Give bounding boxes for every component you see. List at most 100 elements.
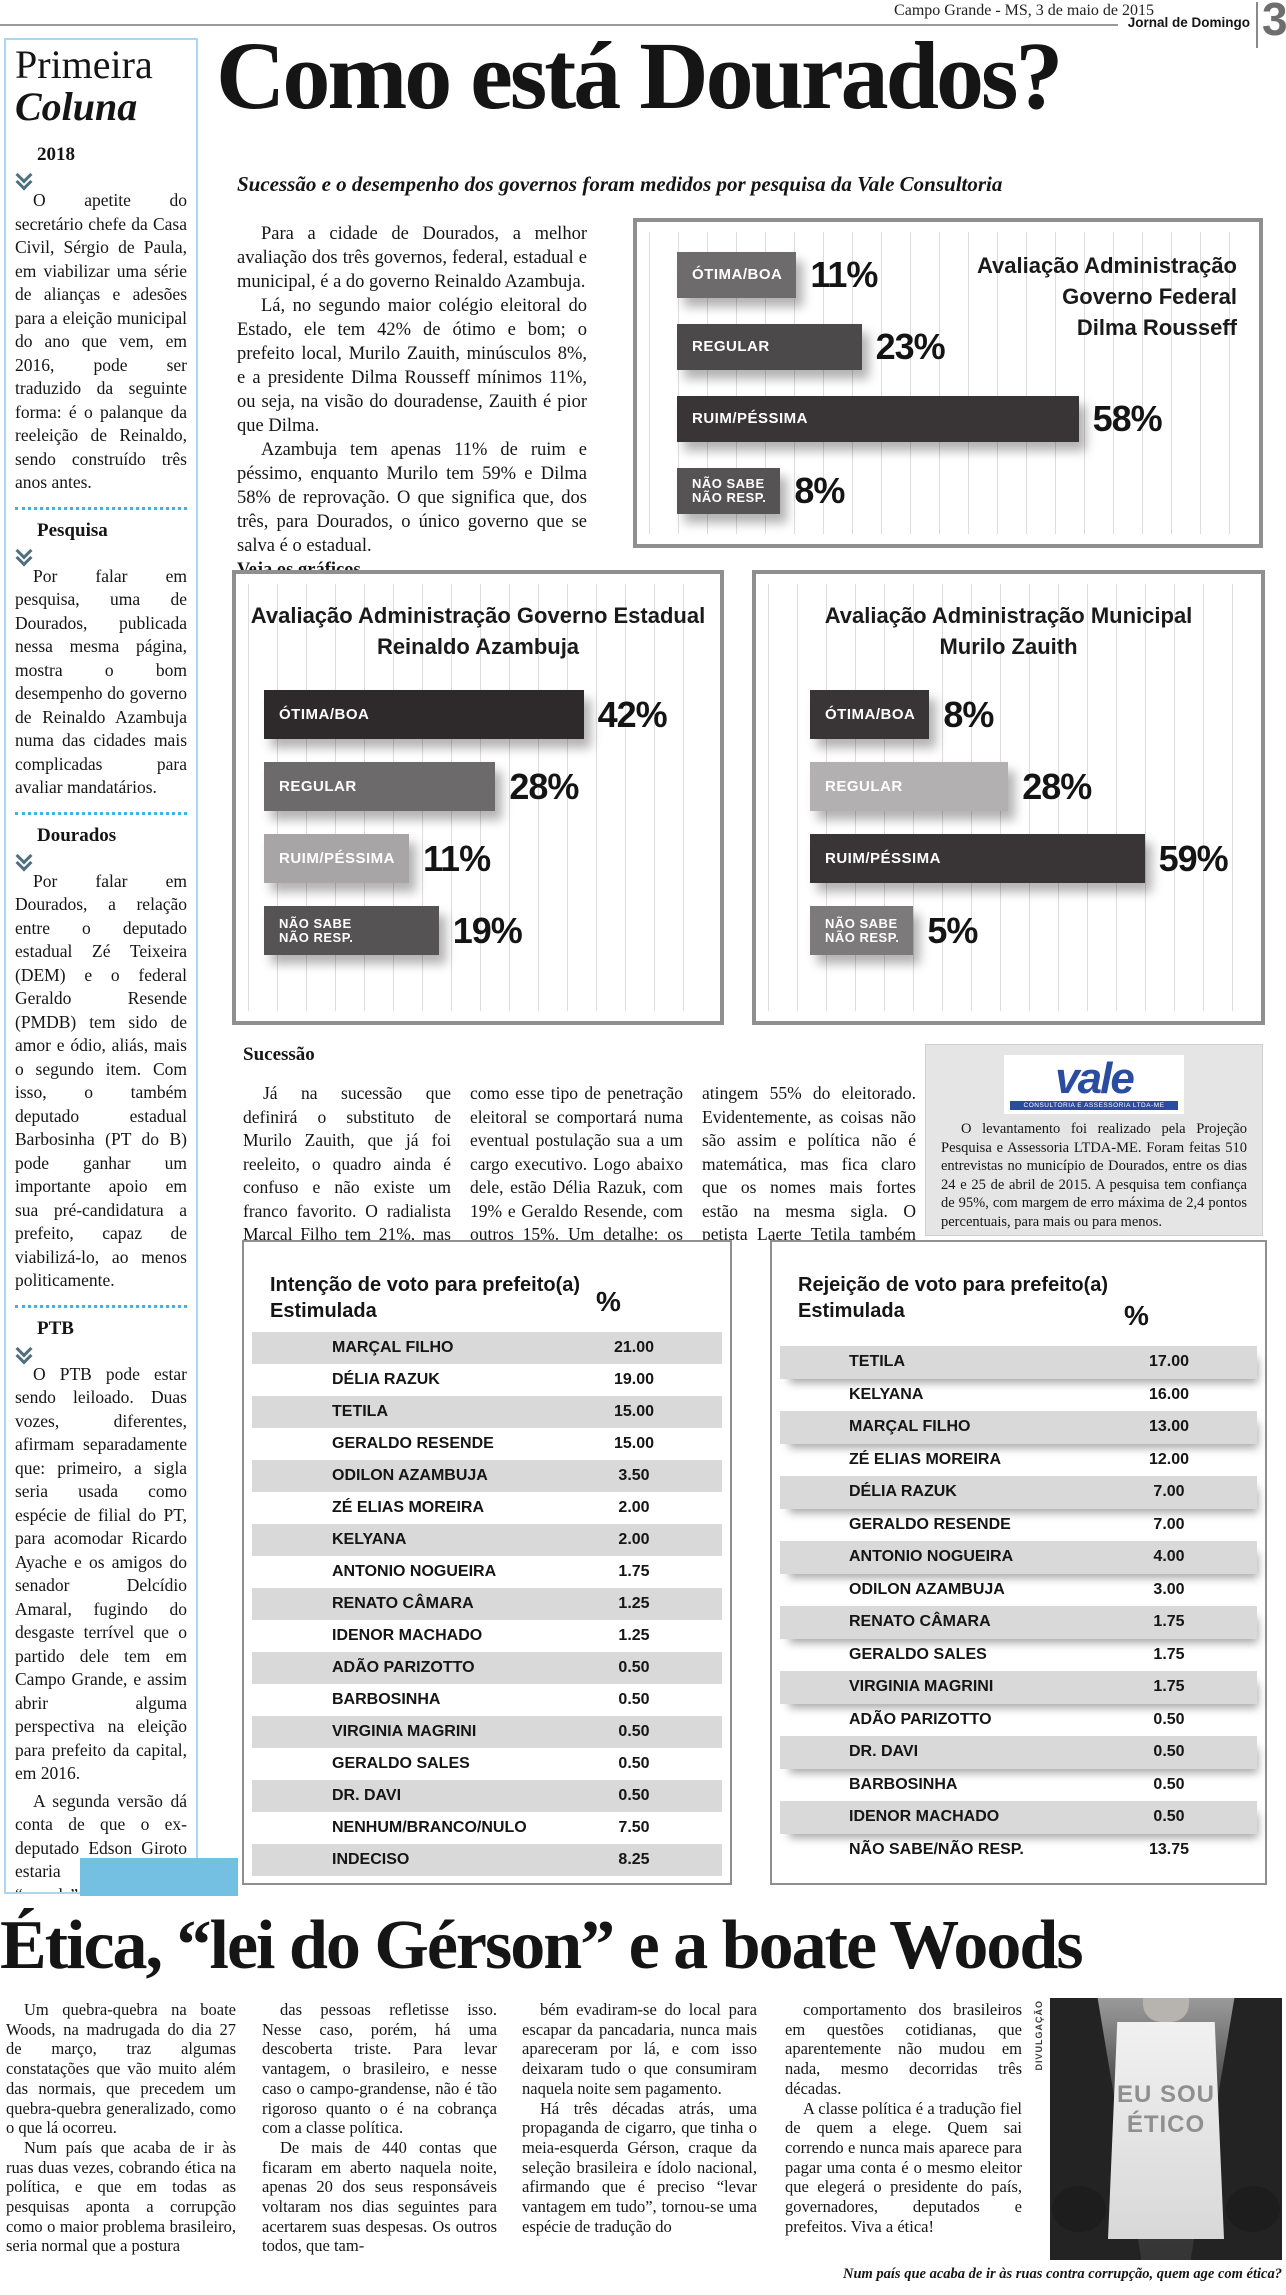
table-row: DR. DAVI 0.50 [252, 1780, 722, 1812]
first-column-sidebar: Primeira Coluna 2018 O apetite do secret… [4, 38, 198, 1894]
table-row: KELYANA 2.00 [252, 1524, 722, 1556]
bar-value: 11% [423, 837, 491, 879]
sidebar-paragraph: O PTB pode estar sendo leiloado. Duas vo… [15, 1363, 187, 1784]
table-row: BARBOSINHA 0.50 [780, 1769, 1257, 1802]
table-row: DR. DAVI 0.50 [780, 1736, 1257, 1769]
bar-value: 5% [927, 909, 978, 951]
double-chevron-down-icon [16, 1343, 32, 1361]
table-row: ODILON AZAMBUJA 3.00 [780, 1574, 1257, 1607]
candidate-value: 1.75 [1153, 1645, 1185, 1663]
sidebar-title-line1: Primeira [15, 42, 153, 87]
candidate-value: 0.50 [1153, 1743, 1185, 1761]
succession-column-2: como esse tipo de penetração eleitoral s… [470, 1082, 683, 1242]
candidate-name: RENATO CÂMARA [332, 1595, 474, 1612]
bar: RUIM/PÉSSIMA [264, 834, 410, 883]
candidate-value: 17.00 [1148, 1353, 1190, 1371]
bar-label: RUIM/PÉSSIMA [279, 849, 396, 867]
bar-label: ÓTIMA/BOA [825, 705, 916, 723]
bar-label: RUIM/PÉSSIMA [825, 849, 942, 867]
bar-row: ÓTIMA/BOA 11% [677, 252, 1162, 298]
candidate-value: 12.00 [1148, 1450, 1190, 1468]
candidate-name: ODILON AZAMBUJA [332, 1467, 488, 1484]
intro-paragraph: Para a cidade de Dourados, a melhor aval… [237, 224, 587, 292]
chart-title-line: Dilma Rousseff [1076, 315, 1237, 340]
table-row: ADÃO PARIZOTTO 0.50 [252, 1652, 722, 1684]
candidate-name: MARÇAL FILHO [332, 1339, 454, 1356]
candidate-name: ODILON AZAMBUJA [849, 1580, 1005, 1598]
candidate-name: BARBOSINHA [332, 1691, 441, 1708]
bar-row: NÃO SABE NÃO RESP. 5% [810, 906, 1228, 955]
candidate-value: 13.00 [1148, 1418, 1190, 1436]
ethics-photo: EU SOU ÉTICO [1050, 1998, 1282, 2260]
bar-value: 19% [452, 909, 523, 951]
bar: NÃO SABE NÃO RESP. [677, 468, 781, 514]
bar-list: ÓTIMA/BOA 42% REGULAR 28% RUIM/PÉSSIMA 1… [264, 690, 668, 978]
bar-label: REGULAR [825, 777, 903, 795]
bar: REGULAR [677, 324, 862, 370]
bar: REGULAR [264, 762, 496, 811]
bar-row: RUIM/PÉSSIMA 59% [810, 834, 1229, 883]
candidate-value: 15.00 [613, 1435, 655, 1452]
succession-paragraph: Já na sucessão que definirá o substituto… [243, 1083, 451, 1242]
sidebar-heading-2018: 2018 [37, 144, 75, 165]
bar-value: 11% [810, 254, 878, 295]
chart-estadual-azambuja: Avaliação Administração Governo Estadual… [232, 570, 724, 1025]
intro-paragraph: Azambuja tem apenas 11% de ruim e péssim… [237, 440, 587, 556]
chart-municipal-zauith: Avaliação Administração Municipal Murilo… [752, 570, 1265, 1025]
table-subtitle: Estimulada [798, 1300, 905, 1322]
candidate-name: KELYANA [332, 1531, 407, 1548]
bottom-column-1: Um quebra-quebra na boate Woods, na madr… [6, 2000, 236, 2295]
candidate-value: 19.00 [613, 1371, 655, 1388]
table-row: BARBOSINHA 0.50 [252, 1684, 722, 1716]
candidate-name: DÉLIA RAZUK [332, 1371, 440, 1388]
vale-methodology-box: vale CONSULTORIA E ASSESSORIA LTDA-ME O … [925, 1044, 1263, 1236]
photo-neck-shape [1143, 1998, 1189, 2022]
dotted-separator [15, 506, 187, 510]
subheadline: Sucessão e o desempenho dos governos for… [237, 172, 1003, 196]
candidate-value: 0.50 [618, 1755, 650, 1772]
chart-title-line: Avaliação Administração Governo Estadual [250, 603, 706, 628]
candidate-name: DR. DAVI [849, 1743, 919, 1761]
bar-value: 58% [1092, 398, 1163, 439]
bar: ÓTIMA/BOA [264, 690, 584, 739]
bar-value: 42% [597, 693, 668, 735]
photo-caption: Num país que acaba de ir às ruas contra … [842, 2266, 1282, 2282]
table-row: ADÃO PARIZOTTO 0.50 [780, 1704, 1257, 1737]
sidebar-paragraph: Por falar em pesquisa, uma de Dourados, … [15, 565, 187, 798]
candidate-name: ANTONIO NOGUEIRA [332, 1563, 497, 1580]
article-paragraph: Há três décadas atrás, uma propaganda de… [522, 2098, 757, 2236]
chart-title-line: Governo Federal [1062, 284, 1237, 309]
double-chevron-down-icon [16, 545, 32, 563]
table-row: VIRGINIA MAGRINI 1.75 [780, 1671, 1257, 1704]
bottom-column-2: das pessoas refletisse isso. Nesse caso,… [262, 2000, 497, 2295]
candidate-name: VIRGINIA MAGRINI [849, 1678, 994, 1696]
table-row: ANTONIO NOGUEIRA 1.75 [252, 1556, 722, 1588]
bar-row: NÃO SABE NÃO RESP. 19% [264, 906, 667, 955]
chart-title-line: Murilo Zauith [939, 634, 1078, 659]
bar-label: NÃO SABE NÃO RESP. [692, 476, 767, 505]
candidate-value: 0.50 [618, 1723, 650, 1740]
dotted-separator [15, 1304, 187, 1308]
table-row: TETILA 17.00 [780, 1346, 1257, 1379]
candidate-value: 13.75 [1148, 1840, 1190, 1858]
candidate-name: VIRGINIA MAGRINI [332, 1723, 477, 1740]
table-row: KELYANA 16.00 [780, 1379, 1257, 1412]
candidate-name: KELYANA [849, 1385, 924, 1403]
table-row: RENATO CÂMARA 1.25 [252, 1588, 722, 1620]
shirt-slogan: EU SOU ÉTICO [1108, 2080, 1224, 2140]
page-number: 3 [1262, 0, 1286, 45]
candidate-name: ZÉ ELIAS MOREIRA [849, 1450, 1002, 1468]
candidate-value: 1.75 [618, 1563, 650, 1580]
candidate-value: 7.00 [1153, 1515, 1185, 1533]
bottom-column-4: comportamento dos brasileiros em questõe… [785, 2000, 1022, 2295]
candidate-value: 1.25 [618, 1627, 650, 1644]
candidate-name: GERALDO RESENDE [849, 1515, 1011, 1533]
article-paragraph: De mais de 440 contas que ficaram em abe… [262, 2137, 497, 2256]
candidate-value: 8.25 [618, 1851, 650, 1868]
table-row: VIRGINIA MAGRINI 0.50 [252, 1716, 722, 1748]
candidate-value: 0.50 [618, 1787, 650, 1804]
bar-value: 8% [943, 693, 994, 735]
candidate-name: GERALDO RESENDE [332, 1435, 494, 1452]
candidate-value: 0.50 [618, 1691, 650, 1708]
bar-list: ÓTIMA/BOA 8% REGULAR 28% RUIM/PÉSSIMA 59… [810, 690, 1229, 978]
